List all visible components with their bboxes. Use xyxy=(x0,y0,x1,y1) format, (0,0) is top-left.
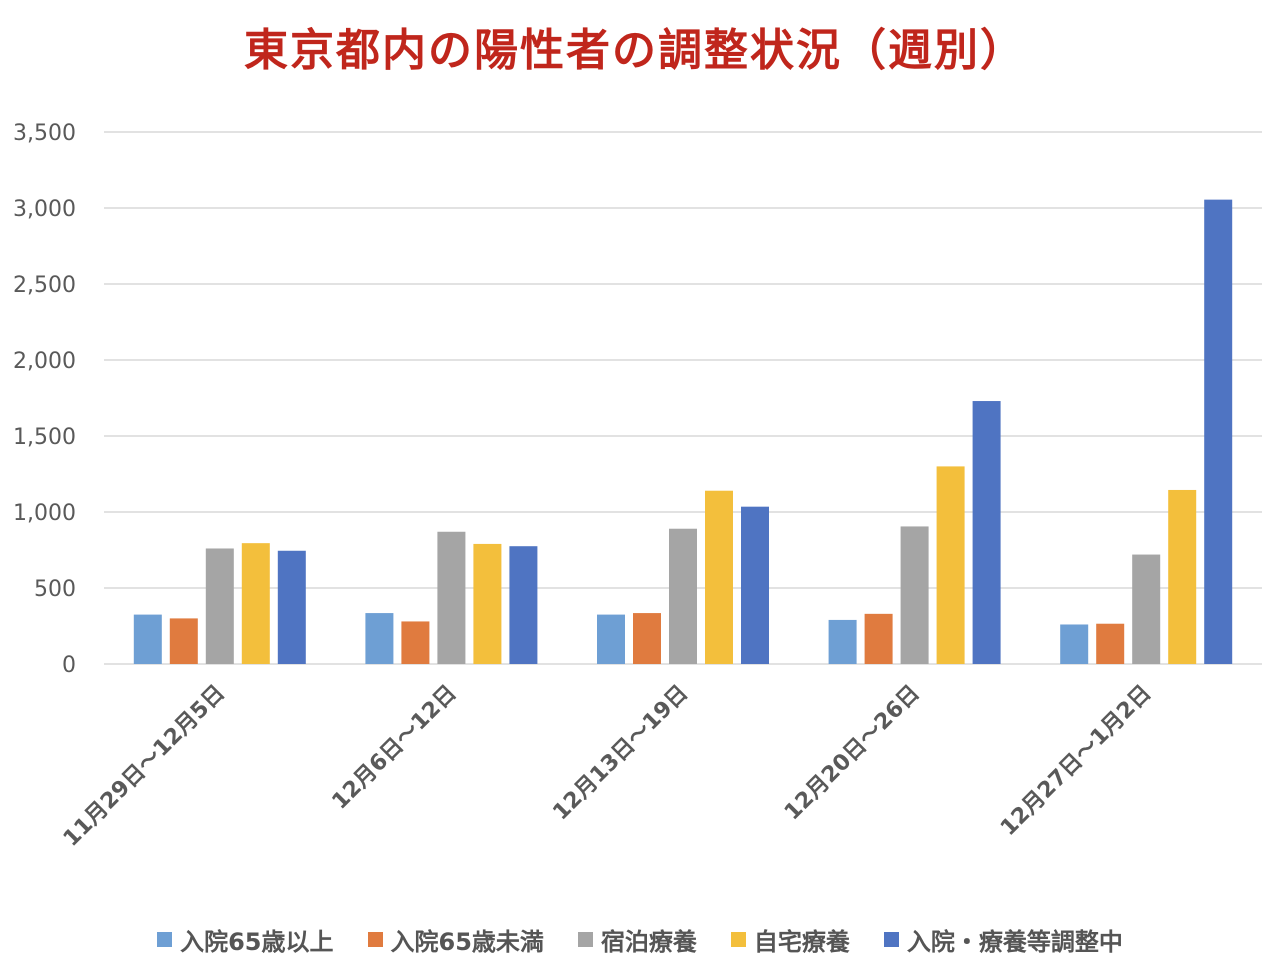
x-tick-label: 12月6日～12日 xyxy=(328,681,462,815)
y-tick-label: 1,500 xyxy=(13,425,76,450)
y-tick-label: 3,000 xyxy=(13,197,76,222)
bar-chart: 0 500 1,000 1,500 2,000 2,500 3,000 3,500 11月29日… xyxy=(13,121,1262,852)
legend-label: 宿泊療養 xyxy=(600,928,697,956)
y-tick-label: 2,500 xyxy=(13,273,76,298)
bar xyxy=(864,613,893,664)
bar xyxy=(936,466,965,664)
bar xyxy=(437,531,466,664)
bar xyxy=(900,526,929,664)
y-tick-label: 0 xyxy=(62,653,76,678)
legend-swatch xyxy=(577,932,593,947)
bar xyxy=(741,506,769,664)
bar xyxy=(169,618,198,664)
bar xyxy=(241,543,270,664)
bar xyxy=(705,490,733,664)
legend-swatch xyxy=(883,932,899,947)
legend-label: 入院65歳未満 xyxy=(390,928,544,956)
legend-item: 入院65歳未満 xyxy=(367,922,544,957)
bar xyxy=(473,543,502,664)
bar xyxy=(633,613,661,664)
legend-label: 自宅療養 xyxy=(753,928,850,956)
y-tick-label: 3,500 xyxy=(13,121,76,146)
bar xyxy=(1060,624,1089,664)
y-tick-label: 500 xyxy=(34,577,76,602)
bar xyxy=(509,546,538,664)
bar xyxy=(277,550,306,664)
legend-swatch xyxy=(730,932,746,947)
bar xyxy=(1168,489,1197,664)
y-tick-label: 1,000 xyxy=(13,501,76,526)
bar xyxy=(597,614,625,664)
chart-title: 東京都内の陽性者の調整状況（週別） xyxy=(244,25,1026,76)
legend-item: 自宅療養 xyxy=(730,922,850,957)
bar xyxy=(972,401,1001,664)
legend-item: 入院65歳以上 xyxy=(157,922,334,957)
bar xyxy=(365,613,394,664)
legend: 入院65歳以上 入院65歳未満 宿泊療養 自宅療養 入院・療養等調整中 xyxy=(0,922,1280,957)
bar xyxy=(133,614,162,664)
x-tick-label: 11月29日～12月5日 xyxy=(59,681,230,852)
legend-item: 入院・療養等調整中 xyxy=(883,922,1123,957)
bar xyxy=(1132,554,1161,664)
legend-label: 入院・療養等調整中 xyxy=(906,928,1123,956)
bar xyxy=(1096,623,1125,664)
bar xyxy=(669,528,697,664)
x-tick-label: 12月20日～26日 xyxy=(780,681,925,826)
bar xyxy=(828,619,857,664)
legend-swatch xyxy=(367,932,383,947)
bar xyxy=(205,548,234,664)
legend-label: 入院65歳以上 xyxy=(180,928,334,956)
bar xyxy=(1204,199,1233,664)
x-tick-label: 12月27日～1月2日 xyxy=(996,681,1156,841)
y-tick-label: 2,000 xyxy=(13,349,76,374)
legend-item: 宿泊療養 xyxy=(577,922,697,957)
legend-swatch xyxy=(157,932,173,947)
bar xyxy=(401,621,430,664)
x-tick-label: 12月13日～19日 xyxy=(548,681,693,826)
